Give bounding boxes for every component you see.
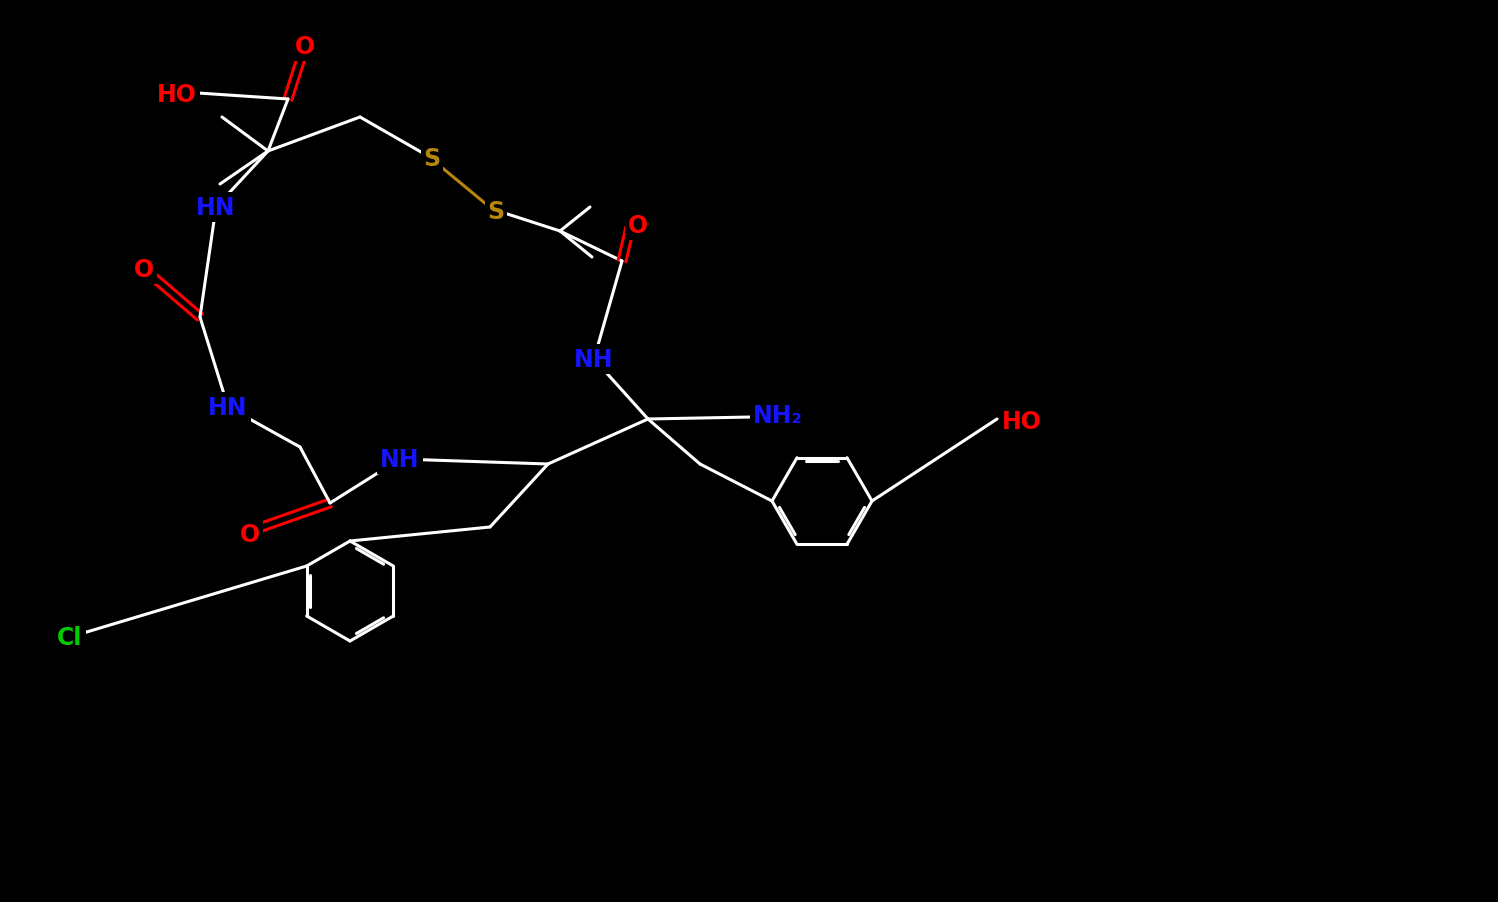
Text: S: S bbox=[487, 199, 505, 224]
Text: NH₂: NH₂ bbox=[753, 403, 803, 428]
Text: HO: HO bbox=[1002, 410, 1043, 434]
Text: O: O bbox=[628, 214, 649, 238]
Text: NH: NH bbox=[380, 447, 419, 472]
Text: O: O bbox=[295, 35, 315, 59]
Text: Cl: Cl bbox=[57, 625, 82, 649]
Text: S: S bbox=[424, 147, 440, 170]
Text: NH: NH bbox=[574, 347, 614, 372]
Text: HN: HN bbox=[208, 396, 247, 419]
Text: O: O bbox=[133, 258, 154, 281]
Text: O: O bbox=[240, 522, 261, 547]
Text: HN: HN bbox=[196, 196, 235, 220]
Text: HO: HO bbox=[157, 83, 196, 106]
